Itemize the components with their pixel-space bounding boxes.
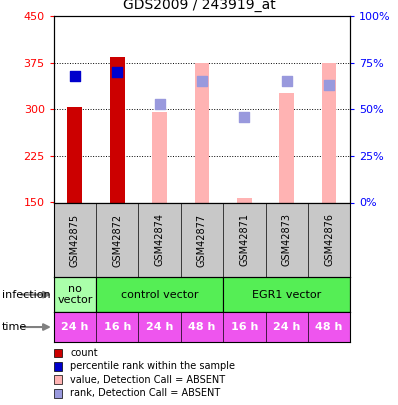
Text: 24 h: 24 h <box>146 322 173 332</box>
Text: percentile rank within the sample: percentile rank within the sample <box>70 361 236 371</box>
Point <box>114 69 121 75</box>
Bar <box>322 64 336 202</box>
Text: GSM42874: GSM42874 <box>155 213 165 266</box>
Text: GDS2009 / 243919_at: GDS2009 / 243919_at <box>123 0 275 12</box>
Text: GSM42875: GSM42875 <box>70 213 80 266</box>
Bar <box>237 198 252 202</box>
Text: rank, Detection Call = ABSENT: rank, Detection Call = ABSENT <box>70 388 221 398</box>
Point <box>72 72 78 79</box>
Text: 48 h: 48 h <box>315 322 343 332</box>
Text: time: time <box>2 322 27 332</box>
Bar <box>110 57 125 202</box>
Point <box>283 78 290 85</box>
Point <box>156 100 163 107</box>
Text: infection: infection <box>2 290 51 300</box>
Point <box>326 82 332 88</box>
Text: GSM42876: GSM42876 <box>324 213 334 266</box>
Point <box>241 113 248 120</box>
Bar <box>96 277 223 312</box>
Bar <box>68 107 82 202</box>
Text: 24 h: 24 h <box>61 322 89 332</box>
Text: count: count <box>70 348 98 358</box>
Text: EGR1 vector: EGR1 vector <box>252 290 321 300</box>
Text: 16 h: 16 h <box>231 322 258 332</box>
Text: GSM42877: GSM42877 <box>197 213 207 266</box>
Text: GSM42871: GSM42871 <box>239 213 249 266</box>
Bar <box>54 277 96 312</box>
Bar <box>152 112 167 202</box>
Text: GSM42873: GSM42873 <box>282 213 292 266</box>
Text: 48 h: 48 h <box>188 322 216 332</box>
Text: 16 h: 16 h <box>103 322 131 332</box>
Text: control vector: control vector <box>121 290 198 300</box>
Bar <box>223 277 350 312</box>
Text: GSM42872: GSM42872 <box>112 213 122 266</box>
Point <box>199 78 205 85</box>
Text: value, Detection Call = ABSENT: value, Detection Call = ABSENT <box>70 375 226 385</box>
Bar <box>195 64 209 202</box>
Text: 24 h: 24 h <box>273 322 300 332</box>
Bar <box>279 93 294 202</box>
Text: no
vector: no vector <box>57 284 93 305</box>
